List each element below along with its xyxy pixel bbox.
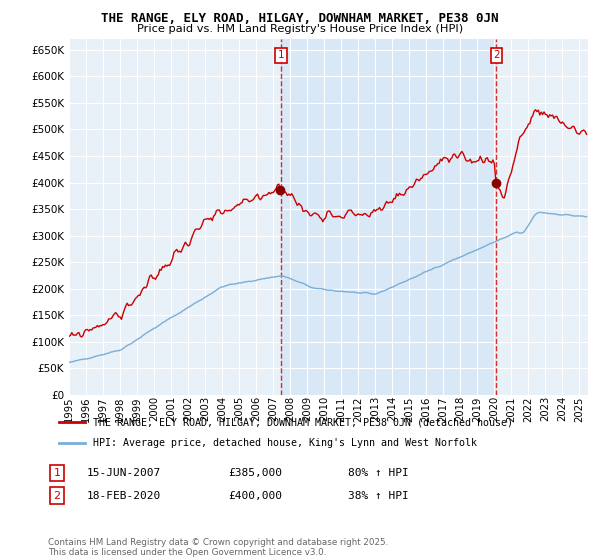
Text: 38% ↑ HPI: 38% ↑ HPI bbox=[348, 491, 409, 501]
Text: £400,000: £400,000 bbox=[228, 491, 282, 501]
Text: HPI: Average price, detached house, King's Lynn and West Norfolk: HPI: Average price, detached house, King… bbox=[93, 438, 477, 448]
Text: 80% ↑ HPI: 80% ↑ HPI bbox=[348, 468, 409, 478]
Text: 15-JUN-2007: 15-JUN-2007 bbox=[87, 468, 161, 478]
Text: THE RANGE, ELY ROAD, HILGAY, DOWNHAM MARKET, PE38 0JN (detached house): THE RANGE, ELY ROAD, HILGAY, DOWNHAM MAR… bbox=[93, 417, 513, 427]
Text: 2: 2 bbox=[53, 491, 61, 501]
Text: 1: 1 bbox=[278, 50, 284, 60]
Bar bbox=[281, 39, 496, 395]
Text: 1: 1 bbox=[53, 468, 61, 478]
Text: THE RANGE, ELY ROAD, HILGAY, DOWNHAM MARKET, PE38 0JN: THE RANGE, ELY ROAD, HILGAY, DOWNHAM MAR… bbox=[101, 12, 499, 25]
Text: 2: 2 bbox=[493, 50, 500, 60]
Text: 18-FEB-2020: 18-FEB-2020 bbox=[87, 491, 161, 501]
Text: Contains HM Land Registry data © Crown copyright and database right 2025.
This d: Contains HM Land Registry data © Crown c… bbox=[48, 538, 388, 557]
Text: £385,000: £385,000 bbox=[228, 468, 282, 478]
Text: Price paid vs. HM Land Registry's House Price Index (HPI): Price paid vs. HM Land Registry's House … bbox=[137, 24, 463, 34]
